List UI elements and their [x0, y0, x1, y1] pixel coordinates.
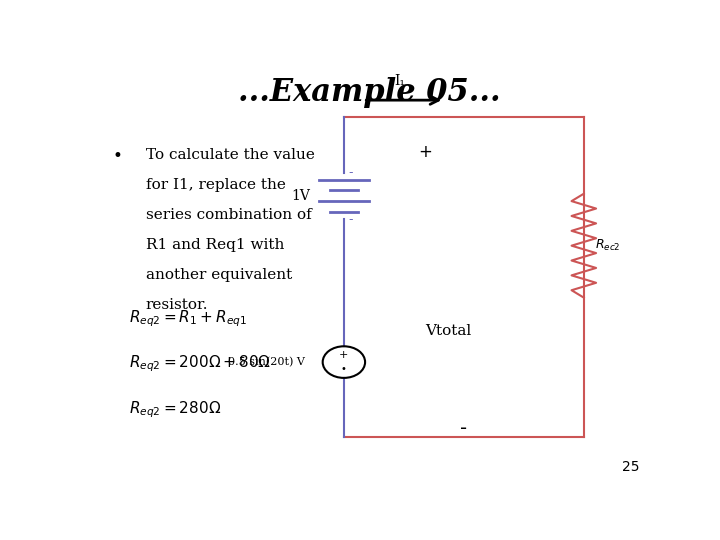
- Text: $R_{eq2} = R_1 + R_{eq1}$: $R_{eq2} = R_1 + R_{eq1}$: [129, 308, 247, 329]
- Text: resistor.: resistor.: [145, 298, 208, 312]
- Text: 0.5 sin(20t) V: 0.5 sin(20t) V: [228, 357, 305, 367]
- Text: -: -: [348, 166, 353, 179]
- Text: $R_{eq2} = 200\Omega + 80\Omega$: $R_{eq2} = 200\Omega + 80\Omega$: [129, 354, 271, 374]
- Text: +: +: [339, 350, 348, 360]
- Text: •: •: [112, 148, 122, 165]
- Text: R1 and Req1 with: R1 and Req1 with: [145, 238, 284, 252]
- Text: -: -: [460, 419, 467, 438]
- Text: series combination of: series combination of: [145, 208, 312, 222]
- Text: $R_{ec2}$: $R_{ec2}$: [595, 238, 621, 253]
- Text: 1V: 1V: [292, 189, 310, 203]
- Text: $R_{eq2} = 280\Omega$: $R_{eq2} = 280\Omega$: [129, 400, 221, 420]
- Text: •: •: [341, 364, 347, 374]
- Text: I₁: I₁: [395, 73, 405, 87]
- Text: -: -: [348, 213, 353, 226]
- Text: 25: 25: [622, 461, 639, 474]
- Text: for I1, replace the: for I1, replace the: [145, 178, 286, 192]
- Text: ...Example 05...: ...Example 05...: [238, 77, 500, 109]
- Text: To calculate the value: To calculate the value: [145, 148, 315, 162]
- Text: Vtotal: Vtotal: [425, 324, 471, 338]
- Text: another equivalent: another equivalent: [145, 268, 292, 282]
- Text: +: +: [418, 143, 432, 161]
